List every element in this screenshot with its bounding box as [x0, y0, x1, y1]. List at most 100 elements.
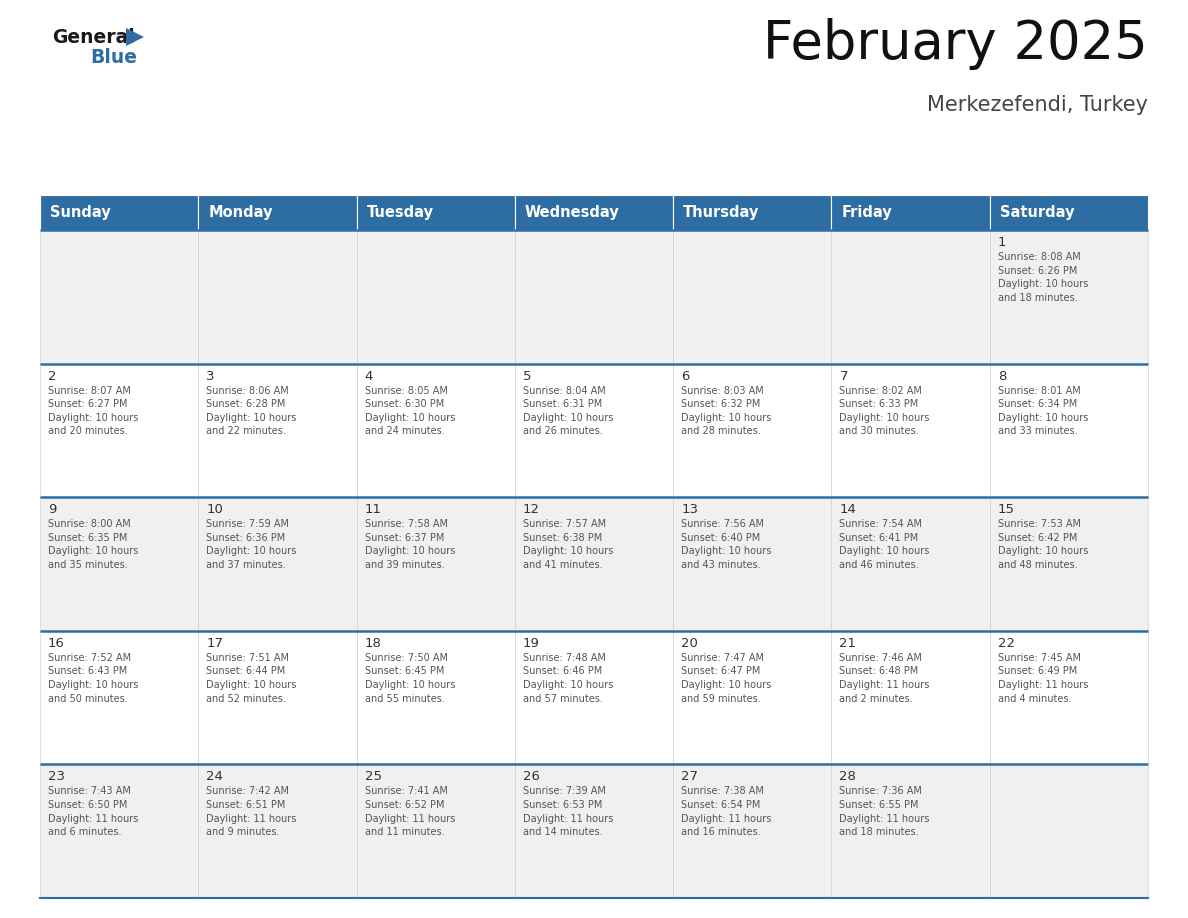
Bar [514, 195, 674, 230]
Bar [514, 631, 674, 765]
Text: 27: 27 [681, 770, 699, 783]
Bar [832, 364, 990, 498]
Text: 22: 22 [998, 637, 1015, 650]
Text: 12: 12 [523, 503, 539, 516]
Text: 9: 9 [48, 503, 56, 516]
Text: February 2025: February 2025 [763, 18, 1148, 70]
Bar [990, 498, 1148, 631]
Text: Sunrise: 7:38 AM
Sunset: 6:54 PM
Daylight: 11 hours
and 16 minutes.: Sunrise: 7:38 AM Sunset: 6:54 PM Dayligh… [681, 787, 771, 837]
Text: 11: 11 [365, 503, 381, 516]
Polygon shape [126, 28, 144, 46]
Text: 18: 18 [365, 637, 381, 650]
Text: General: General [52, 28, 134, 47]
Bar [674, 631, 832, 765]
Text: 10: 10 [207, 503, 223, 516]
Bar [356, 230, 514, 364]
Bar [832, 765, 990, 898]
Text: 21: 21 [840, 637, 857, 650]
Text: 1: 1 [998, 236, 1006, 249]
Text: Blue: Blue [90, 48, 137, 67]
Bar [356, 364, 514, 498]
Text: Sunrise: 7:59 AM
Sunset: 6:36 PM
Daylight: 10 hours
and 37 minutes.: Sunrise: 7:59 AM Sunset: 6:36 PM Dayligh… [207, 520, 297, 570]
Bar [198, 364, 356, 498]
Text: 20: 20 [681, 637, 699, 650]
Text: Sunrise: 8:00 AM
Sunset: 6:35 PM
Daylight: 10 hours
and 35 minutes.: Sunrise: 8:00 AM Sunset: 6:35 PM Dayligh… [48, 520, 138, 570]
Text: Sunrise: 7:51 AM
Sunset: 6:44 PM
Daylight: 10 hours
and 52 minutes.: Sunrise: 7:51 AM Sunset: 6:44 PM Dayligh… [207, 653, 297, 703]
Text: 16: 16 [48, 637, 65, 650]
Text: 28: 28 [840, 770, 857, 783]
Bar [674, 195, 832, 230]
Text: Sunrise: 7:39 AM
Sunset: 6:53 PM
Daylight: 11 hours
and 14 minutes.: Sunrise: 7:39 AM Sunset: 6:53 PM Dayligh… [523, 787, 613, 837]
Text: Sunrise: 7:57 AM
Sunset: 6:38 PM
Daylight: 10 hours
and 41 minutes.: Sunrise: 7:57 AM Sunset: 6:38 PM Dayligh… [523, 520, 613, 570]
Bar [990, 230, 1148, 364]
Text: 3: 3 [207, 370, 215, 383]
Text: Sunrise: 7:54 AM
Sunset: 6:41 PM
Daylight: 10 hours
and 46 minutes.: Sunrise: 7:54 AM Sunset: 6:41 PM Dayligh… [840, 520, 930, 570]
Text: Sunrise: 7:42 AM
Sunset: 6:51 PM
Daylight: 11 hours
and 9 minutes.: Sunrise: 7:42 AM Sunset: 6:51 PM Dayligh… [207, 787, 297, 837]
Bar [198, 195, 356, 230]
Text: 23: 23 [48, 770, 65, 783]
Text: Sunrise: 7:48 AM
Sunset: 6:46 PM
Daylight: 10 hours
and 57 minutes.: Sunrise: 7:48 AM Sunset: 6:46 PM Dayligh… [523, 653, 613, 703]
Text: Sunrise: 7:43 AM
Sunset: 6:50 PM
Daylight: 11 hours
and 6 minutes.: Sunrise: 7:43 AM Sunset: 6:50 PM Dayligh… [48, 787, 138, 837]
Bar [674, 498, 832, 631]
Text: 2: 2 [48, 370, 57, 383]
Bar [198, 498, 356, 631]
Text: Saturday: Saturday [1000, 205, 1074, 220]
Bar [832, 498, 990, 631]
Text: Thursday: Thursday [683, 205, 759, 220]
Text: Sunrise: 7:46 AM
Sunset: 6:48 PM
Daylight: 11 hours
and 2 minutes.: Sunrise: 7:46 AM Sunset: 6:48 PM Dayligh… [840, 653, 930, 703]
Text: Sunrise: 7:53 AM
Sunset: 6:42 PM
Daylight: 10 hours
and 48 minutes.: Sunrise: 7:53 AM Sunset: 6:42 PM Dayligh… [998, 520, 1088, 570]
Text: 7: 7 [840, 370, 848, 383]
Text: 26: 26 [523, 770, 539, 783]
Bar [832, 195, 990, 230]
Bar [356, 195, 514, 230]
Text: Sunrise: 8:04 AM
Sunset: 6:31 PM
Daylight: 10 hours
and 26 minutes.: Sunrise: 8:04 AM Sunset: 6:31 PM Dayligh… [523, 386, 613, 436]
Text: Merkezefendi, Turkey: Merkezefendi, Turkey [927, 95, 1148, 115]
Text: 24: 24 [207, 770, 223, 783]
Bar [198, 765, 356, 898]
Bar [514, 498, 674, 631]
Text: Sunrise: 8:07 AM
Sunset: 6:27 PM
Daylight: 10 hours
and 20 minutes.: Sunrise: 8:07 AM Sunset: 6:27 PM Dayligh… [48, 386, 138, 436]
Bar [990, 364, 1148, 498]
Bar [990, 631, 1148, 765]
Bar [674, 765, 832, 898]
Text: Sunrise: 8:02 AM
Sunset: 6:33 PM
Daylight: 10 hours
and 30 minutes.: Sunrise: 8:02 AM Sunset: 6:33 PM Dayligh… [840, 386, 930, 436]
Text: Wednesday: Wednesday [525, 205, 620, 220]
Bar [40, 631, 198, 765]
Text: Sunrise: 7:41 AM
Sunset: 6:52 PM
Daylight: 11 hours
and 11 minutes.: Sunrise: 7:41 AM Sunset: 6:52 PM Dayligh… [365, 787, 455, 837]
Text: 15: 15 [998, 503, 1015, 516]
Text: 4: 4 [365, 370, 373, 383]
Text: 6: 6 [681, 370, 689, 383]
Bar [514, 765, 674, 898]
Bar [356, 765, 514, 898]
Text: 5: 5 [523, 370, 531, 383]
Bar [198, 230, 356, 364]
Bar [514, 364, 674, 498]
Bar [356, 631, 514, 765]
Text: Sunrise: 7:50 AM
Sunset: 6:45 PM
Daylight: 10 hours
and 55 minutes.: Sunrise: 7:50 AM Sunset: 6:45 PM Dayligh… [365, 653, 455, 703]
Text: 19: 19 [523, 637, 539, 650]
Text: Monday: Monday [208, 205, 273, 220]
Bar [674, 230, 832, 364]
Text: Sunrise: 8:08 AM
Sunset: 6:26 PM
Daylight: 10 hours
and 18 minutes.: Sunrise: 8:08 AM Sunset: 6:26 PM Dayligh… [998, 252, 1088, 303]
Bar [990, 195, 1148, 230]
Text: Sunrise: 8:03 AM
Sunset: 6:32 PM
Daylight: 10 hours
and 28 minutes.: Sunrise: 8:03 AM Sunset: 6:32 PM Dayligh… [681, 386, 771, 436]
Text: Sunrise: 8:05 AM
Sunset: 6:30 PM
Daylight: 10 hours
and 24 minutes.: Sunrise: 8:05 AM Sunset: 6:30 PM Dayligh… [365, 386, 455, 436]
Bar [40, 195, 198, 230]
Bar [40, 498, 198, 631]
Bar [674, 364, 832, 498]
Bar [514, 230, 674, 364]
Text: 17: 17 [207, 637, 223, 650]
Bar [40, 364, 198, 498]
Text: Sunrise: 7:52 AM
Sunset: 6:43 PM
Daylight: 10 hours
and 50 minutes.: Sunrise: 7:52 AM Sunset: 6:43 PM Dayligh… [48, 653, 138, 703]
Bar [40, 765, 198, 898]
Text: Sunrise: 7:58 AM
Sunset: 6:37 PM
Daylight: 10 hours
and 39 minutes.: Sunrise: 7:58 AM Sunset: 6:37 PM Dayligh… [365, 520, 455, 570]
Bar [356, 498, 514, 631]
Text: 8: 8 [998, 370, 1006, 383]
Text: Sunrise: 8:01 AM
Sunset: 6:34 PM
Daylight: 10 hours
and 33 minutes.: Sunrise: 8:01 AM Sunset: 6:34 PM Dayligh… [998, 386, 1088, 436]
Text: Friday: Friday [841, 205, 892, 220]
Bar [40, 230, 198, 364]
Text: 13: 13 [681, 503, 699, 516]
Bar [832, 631, 990, 765]
Text: Sunrise: 7:56 AM
Sunset: 6:40 PM
Daylight: 10 hours
and 43 minutes.: Sunrise: 7:56 AM Sunset: 6:40 PM Dayligh… [681, 520, 771, 570]
Text: 25: 25 [365, 770, 381, 783]
